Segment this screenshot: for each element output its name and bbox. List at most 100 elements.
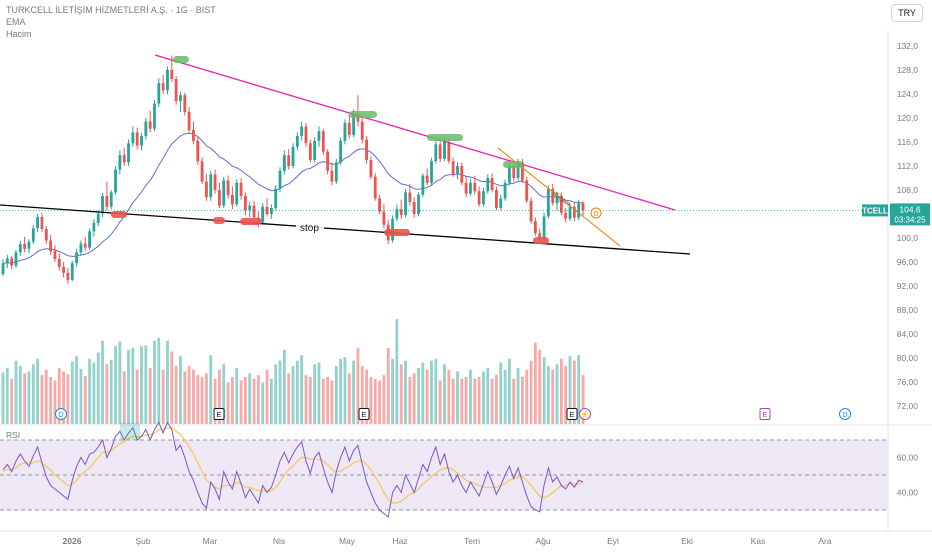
volume-bar <box>473 378 477 424</box>
volume-bar <box>226 382 230 424</box>
volume-bar <box>18 366 22 424</box>
volume-bar <box>57 367 61 424</box>
candle-body <box>382 211 386 225</box>
candle-body <box>161 83 165 91</box>
price-tag-value: 104,6 <box>899 204 921 214</box>
price-axis-tick: 132,0 <box>897 41 919 51</box>
volume-bar <box>577 355 581 424</box>
volume-bar <box>287 373 291 424</box>
candle-body <box>31 228 35 242</box>
candle-series <box>1 55 585 284</box>
symbol-title[interactable]: TURKCELL İLETİŞİM HİZMETLERİ A.Ş. · 1G ·… <box>6 5 216 15</box>
candle-body <box>404 192 407 216</box>
volume-bar <box>265 369 269 424</box>
volume-bar <box>49 376 53 424</box>
price-axis-tick: 72,00 <box>897 401 919 411</box>
event-marker-text: E <box>569 410 574 419</box>
candle-body <box>434 144 438 162</box>
candle-body <box>317 131 321 141</box>
time-axis-tick: 2026 <box>63 536 82 546</box>
volume-bar <box>490 378 494 424</box>
price-axis-tick: 112,0 <box>897 161 918 171</box>
candle-body <box>196 140 200 162</box>
event-marker-icon <box>759 408 771 420</box>
candle-body <box>18 244 22 253</box>
candle-body <box>326 151 330 171</box>
volume-bar <box>386 347 390 424</box>
volume-bar <box>538 349 542 424</box>
resistance-touch-marker <box>503 161 523 168</box>
candle-body <box>421 175 425 195</box>
volume-bar <box>564 366 568 424</box>
candle-body <box>122 155 126 163</box>
candle-body <box>525 180 529 201</box>
volume-bar <box>391 358 394 424</box>
volume-bar <box>352 360 356 424</box>
signal-marker: D <box>593 211 598 218</box>
candle-body <box>572 206 576 218</box>
candle-body <box>70 263 74 280</box>
volume-bar <box>53 380 57 424</box>
volume-bar <box>520 376 524 424</box>
time-axis-tick: Mar <box>203 536 218 546</box>
candle-body <box>378 198 381 212</box>
candle-body <box>183 95 187 112</box>
candle-body <box>443 142 446 159</box>
candle-body <box>512 166 516 178</box>
volume-bar <box>218 369 221 424</box>
candle-body <box>239 182 243 196</box>
price-tag-symbol-bg <box>862 204 888 217</box>
volume-bar <box>140 346 143 424</box>
event-marker-icon <box>358 408 370 420</box>
rsi-axis-tick: 60,00 <box>897 453 919 463</box>
volume-bar <box>321 378 325 424</box>
resistance-touch-marker <box>173 56 189 63</box>
volume-bar <box>482 371 485 424</box>
volume-bar <box>460 378 464 424</box>
volume-bar <box>70 361 74 424</box>
event-marker-icon <box>839 408 851 420</box>
time-axis-tick: Tem <box>464 536 480 546</box>
candle-body <box>205 181 208 198</box>
volume-bar <box>282 349 286 424</box>
candle-body <box>490 178 494 190</box>
currency-button[interactable]: TRY <box>891 4 923 22</box>
volume-indicator-label[interactable]: Hacim <box>6 29 32 39</box>
candle-body <box>96 213 100 223</box>
candle-body <box>79 243 83 253</box>
volume-bar <box>581 375 585 424</box>
candle-body <box>14 252 18 266</box>
candle-body <box>581 203 585 211</box>
volume-bar <box>369 376 373 424</box>
volume-bar <box>568 356 572 424</box>
candle-body <box>49 240 53 252</box>
event-marker-text: D <box>58 410 64 419</box>
candle-body <box>546 188 550 217</box>
candle-body <box>503 182 507 199</box>
volume-bar <box>313 364 317 424</box>
volume-bar <box>499 362 503 424</box>
volume-bar <box>66 374 70 424</box>
candle-body <box>551 188 555 204</box>
volume-bar <box>300 355 304 424</box>
ema-indicator-label[interactable]: EMA <box>6 17 26 27</box>
candle-body <box>200 161 204 182</box>
candle-body <box>144 121 148 136</box>
volume-bar <box>153 340 156 424</box>
candle-body <box>243 196 247 211</box>
candle-body <box>425 175 429 183</box>
candle-body <box>187 112 191 130</box>
volume-bar <box>44 369 48 424</box>
resistance-touch-marker <box>349 111 377 118</box>
price-axis-tick: 96,00 <box>897 257 919 267</box>
volume-bar <box>187 366 191 424</box>
volume-bar <box>222 364 226 424</box>
volume-bar <box>114 346 117 424</box>
volume-bar <box>477 376 481 424</box>
volume-bar <box>131 347 135 424</box>
support-touch-marker <box>213 217 225 224</box>
candle-body <box>555 196 559 204</box>
volume-bar <box>31 364 35 424</box>
candle-body <box>347 122 351 135</box>
